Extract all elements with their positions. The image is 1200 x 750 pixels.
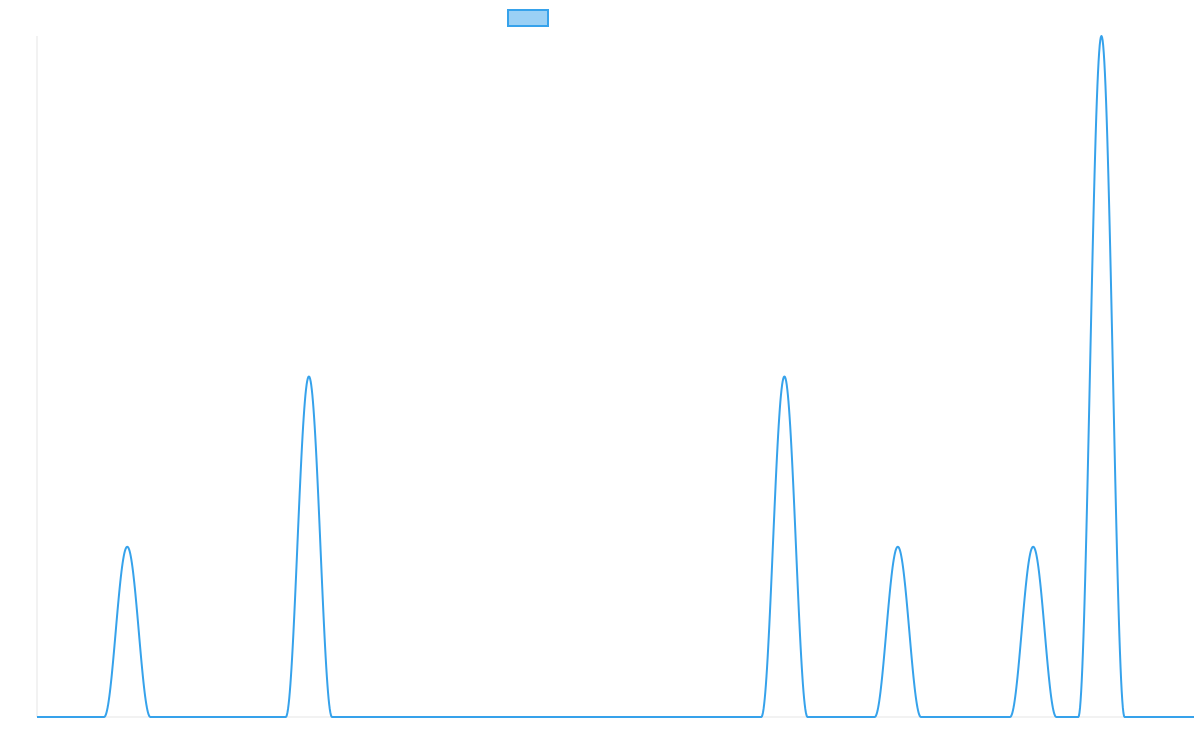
data-point-peak-1[interactable] (124, 544, 130, 550)
data-point-peak-2[interactable] (306, 374, 312, 380)
legend-swatch[interactable] (507, 9, 549, 27)
series-line (36, 35, 1195, 718)
data-point-peak-3[interactable] (781, 374, 787, 380)
data-point-peak-4[interactable] (895, 544, 901, 550)
legend[interactable] (507, 9, 549, 27)
data-point-peak-6[interactable] (1098, 33, 1104, 39)
series-group (36, 33, 1195, 718)
data-point-peak-5[interactable] (1030, 544, 1036, 550)
